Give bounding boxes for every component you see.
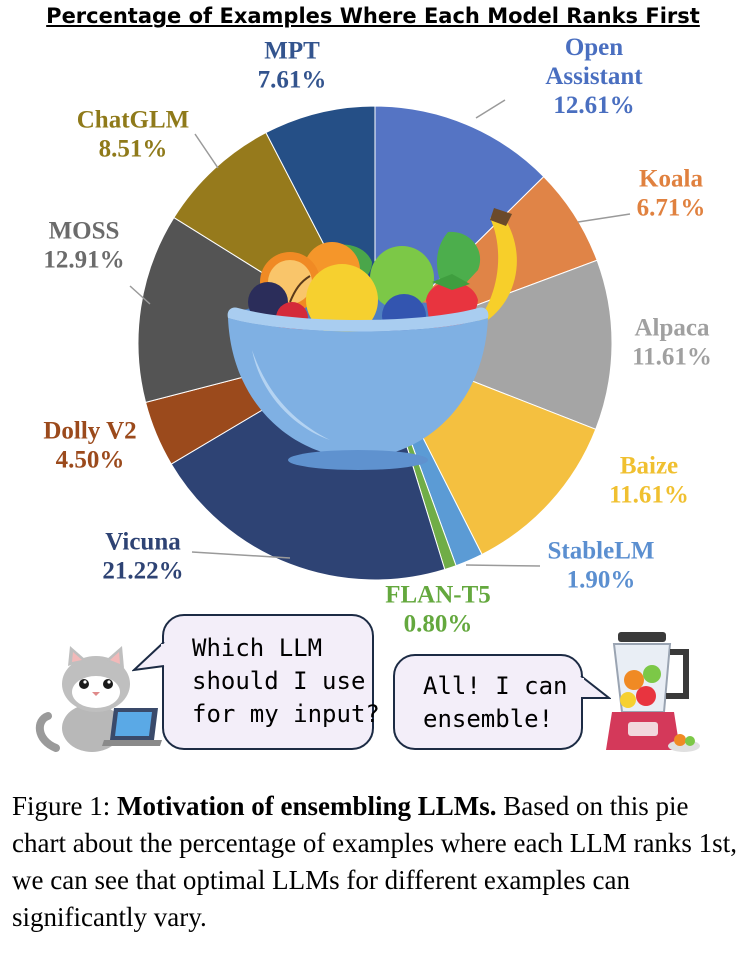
figure-caption: Figure 1: Motivation of ensembling LLMs.… — [12, 788, 742, 936]
caption-prefix: Figure 1: — [12, 791, 117, 821]
blender-bubble-tail — [580, 675, 611, 699]
cat-speech-line: for my input? — [192, 700, 380, 728]
blender-illustration — [606, 632, 700, 752]
slice-name-label: Open — [565, 34, 623, 61]
slice-value-label: 1.90% — [567, 567, 636, 594]
slice-name-label: Assistant — [545, 63, 643, 90]
slice-name-label: Koala — [639, 166, 703, 193]
cat-speech-bubble: Which LLM should I use for my input? — [162, 614, 380, 750]
slice-name-label: MPT — [264, 38, 320, 65]
slice-value-label: 12.61% — [553, 92, 634, 119]
slice-name-label: Baize — [620, 453, 678, 480]
slice-name-label: Alpaca — [635, 315, 711, 342]
slice-name-label: Vicuna — [105, 529, 181, 556]
slice-name-label: MOSS — [49, 218, 120, 245]
cat-with-laptop-illustration — [35, 646, 162, 752]
banana-icon — [470, 212, 517, 330]
cat-speech-line: Which LLM — [192, 634, 323, 662]
cat-speech-line: should I use — [192, 667, 366, 695]
caption-text: Based on this pie chart about the percen… — [12, 791, 737, 932]
leader-line — [129, 285, 151, 305]
leader-line — [465, 564, 541, 567]
apple-icon — [370, 246, 434, 310]
pie-chart: OpenAssistant12.61%Koala6.71%Alpaca11.61… — [43, 34, 712, 638]
blender-speech-line: All! I can — [423, 672, 568, 700]
slice-value-label: 11.61% — [609, 482, 689, 509]
slice-value-label: 8.51% — [99, 136, 168, 163]
slice-name-label: StableLM — [548, 538, 655, 565]
fruit-bowl-illustration — [227, 208, 517, 470]
slice-value-label: 0.80% — [404, 611, 473, 638]
blender-speech-line: ensemble! — [423, 705, 554, 733]
leader-line — [191, 551, 291, 559]
lemon-icon — [306, 264, 378, 336]
leader-line — [577, 213, 631, 223]
slice-value-label: 7.61% — [258, 67, 327, 94]
slice-value-label: 4.50% — [56, 447, 125, 474]
pie-slice-alpaca — [373, 259, 613, 430]
cat-eye-icon — [79, 679, 89, 689]
slice-value-label: 12.91% — [43, 247, 124, 274]
cat-bubble-tail — [132, 641, 165, 672]
caption-bold: Motivation of ensembling LLMs. — [117, 791, 497, 821]
slice-value-label: 21.22% — [102, 558, 183, 585]
bowl-icon — [228, 318, 488, 458]
slice-name-label: ChatGLM — [77, 107, 190, 134]
slice-name-label: FLAN-T5 — [385, 582, 491, 609]
leader-line — [475, 99, 506, 119]
cat-eye-icon — [103, 679, 113, 689]
slice-value-label: 6.71% — [637, 195, 706, 222]
leader-line — [194, 133, 219, 169]
blender-speech-bubble: All! I can ensemble! — [393, 654, 583, 750]
slice-value-label: 11.61% — [632, 344, 712, 371]
cat-tail-icon — [35, 712, 60, 752]
slice-name-label: Dolly V2 — [43, 418, 136, 445]
chart-title: Percentage of Examples Where Each Model … — [46, 4, 700, 28]
